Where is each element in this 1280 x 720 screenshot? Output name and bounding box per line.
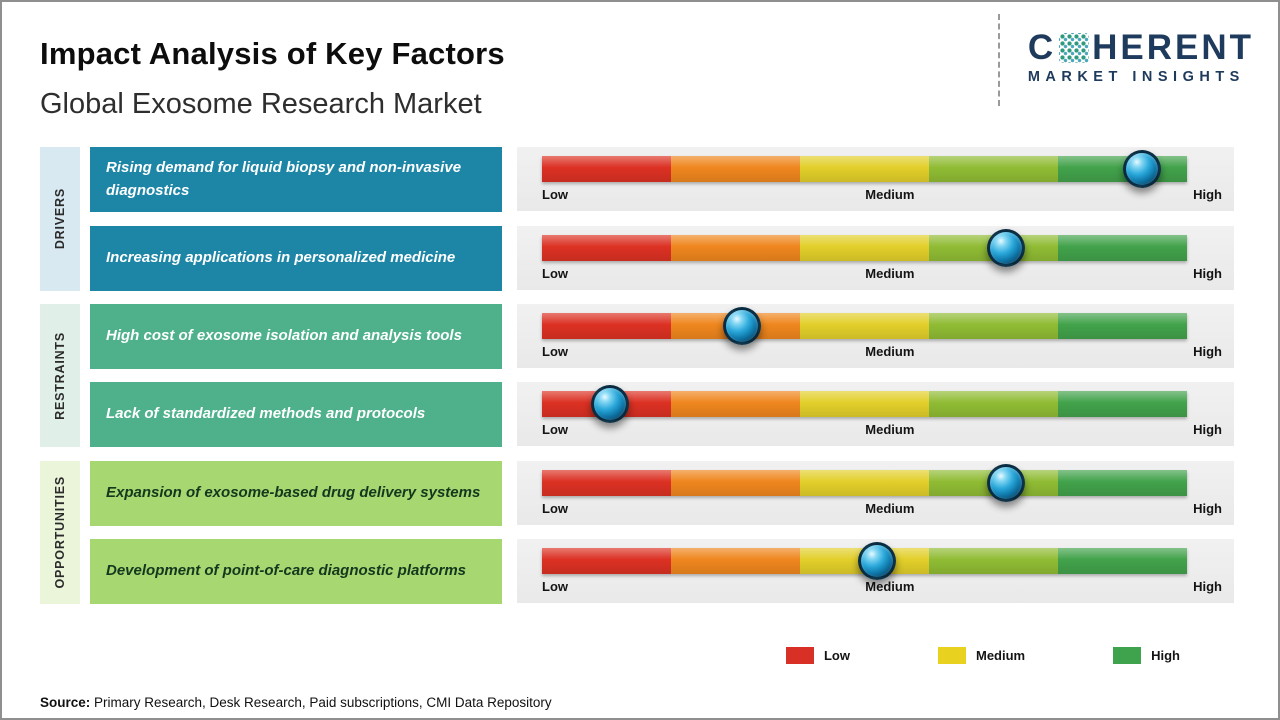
page-title: Impact Analysis of Key Factors (40, 36, 505, 71)
factor-row: Rising demand for liquid biopsy and non-… (90, 147, 1234, 212)
legend-swatch-high (1113, 647, 1142, 664)
factor-row: Expansion of exosome-based drug delivery… (90, 461, 1234, 526)
impact-scale-bar (542, 385, 1187, 423)
impact-bar-panel: Low Medium High (517, 382, 1234, 446)
group-label-restraints: RESTRAINTS (53, 331, 67, 420)
legend-item-low: Low (785, 647, 850, 664)
scale-label-medium: Medium (865, 422, 915, 437)
impact-scale-bar (542, 229, 1187, 267)
legend-swatch-low (785, 647, 814, 664)
scale-label-high: High (1193, 501, 1222, 516)
legend-item-medium: Medium (937, 647, 1026, 664)
impact-scale-bar (542, 307, 1187, 345)
factor-box: Increasing applications in personalized … (90, 226, 502, 291)
factor-row: Lack of standardized methods and protoco… (90, 382, 1234, 447)
factor-text: High cost of exosome isolation and analy… (106, 327, 462, 345)
brand-o-mosaic-icon (1059, 32, 1090, 63)
impact-bar-panel: Low Medium High (517, 539, 1234, 603)
impact-scale-bar (542, 464, 1187, 502)
factor-box: Rising demand for liquid biopsy and non-… (90, 147, 502, 212)
impact-marker (722, 307, 761, 345)
legend-label-low: Low (823, 648, 850, 663)
scale-label-high: High (1193, 266, 1222, 281)
scale-label-medium: Medium (865, 501, 915, 516)
factor-row: High cost of exosome isolation and analy… (90, 304, 1234, 369)
factor-box: Development of point-of-care diagnostic … (90, 539, 502, 604)
legend-label-medium: Medium (975, 648, 1026, 663)
legend: Low Medium High (785, 647, 1180, 664)
scale-label-high: High (1193, 422, 1222, 437)
impact-scale-bar (542, 542, 1187, 580)
group-strip-opportunities: OPPORTUNITIES (40, 461, 80, 604)
scale-label-low: Low (542, 344, 568, 359)
brand-tagline: MARKET INSIGHTS (1027, 69, 1245, 85)
source-line: Source: Primary Research, Desk Research,… (40, 695, 552, 710)
impact-bar-panel: Low Medium High (517, 226, 1234, 290)
factor-box: Lack of standardized methods and protoco… (90, 382, 502, 447)
impact-scale-bar (542, 150, 1187, 188)
legend-item-high: High (1113, 647, 1180, 664)
factor-text: Expansion of exosome-based drug delivery… (106, 484, 481, 502)
impact-marker (590, 385, 629, 423)
brand-name-prefix: C (1027, 28, 1057, 67)
factor-box: Expansion of exosome-based drug delivery… (90, 461, 502, 526)
factor-text: Development of point-of-care diagnostic … (106, 562, 467, 580)
scale-label-high: High (1193, 187, 1222, 202)
factor-row: Increasing applications in personalized … (90, 226, 1234, 291)
scale-label-low: Low (542, 579, 568, 594)
factor-text: Rising demand for liquid biopsy and non-… (106, 159, 462, 199)
source-prefix: Source: (40, 695, 91, 710)
scale-label-low: Low (542, 422, 568, 437)
brand-separator (997, 14, 1000, 106)
legend-label-high: High (1151, 648, 1180, 663)
scale-label-medium: Medium (865, 187, 915, 202)
factor-text: Lack of standardized methods and protoco… (106, 405, 426, 423)
factor-box: High cost of exosome isolation and analy… (90, 304, 502, 369)
scale-label-low: Low (542, 187, 568, 202)
impact-marker (987, 464, 1026, 502)
impact-bar-panel: Low Medium High (517, 304, 1234, 368)
source-text: Primary Research, Desk Research, Paid su… (90, 695, 552, 710)
group-strip-restraints: RESTRAINTS (40, 304, 80, 447)
impact-bar-panel: Low Medium High (517, 147, 1234, 211)
impact-marker (987, 229, 1026, 267)
impact-marker (1122, 150, 1161, 188)
brand-logo: C HERENT MARKET INSIGHTS (997, 14, 1254, 106)
scale-label-medium: Medium (865, 579, 915, 594)
scale-label-low: Low (542, 501, 568, 516)
factor-row: Development of point-of-care diagnostic … (90, 539, 1234, 604)
scale-label-medium: Medium (865, 266, 915, 281)
impact-bar-panel: Low Medium High (517, 461, 1234, 525)
factor-text: Increasing applications in personalized … (106, 249, 456, 267)
group-label-opportunities: OPPORTUNITIES (53, 476, 67, 589)
scale-label-low: Low (542, 266, 568, 281)
scale-label-medium: Medium (865, 344, 915, 359)
scale-label-high: High (1193, 579, 1222, 594)
group-label-drivers: DRIVERS (53, 188, 67, 250)
page-subtitle: Global Exosome Research Market (40, 88, 482, 120)
brand-name: C HERENT (1028, 30, 1254, 65)
scale-label-high: High (1193, 344, 1222, 359)
group-strip-drivers: DRIVERS (40, 147, 80, 291)
brand-name-suffix: HERENT (1092, 28, 1254, 67)
impact-marker (858, 542, 897, 580)
legend-swatch-medium (937, 647, 966, 664)
